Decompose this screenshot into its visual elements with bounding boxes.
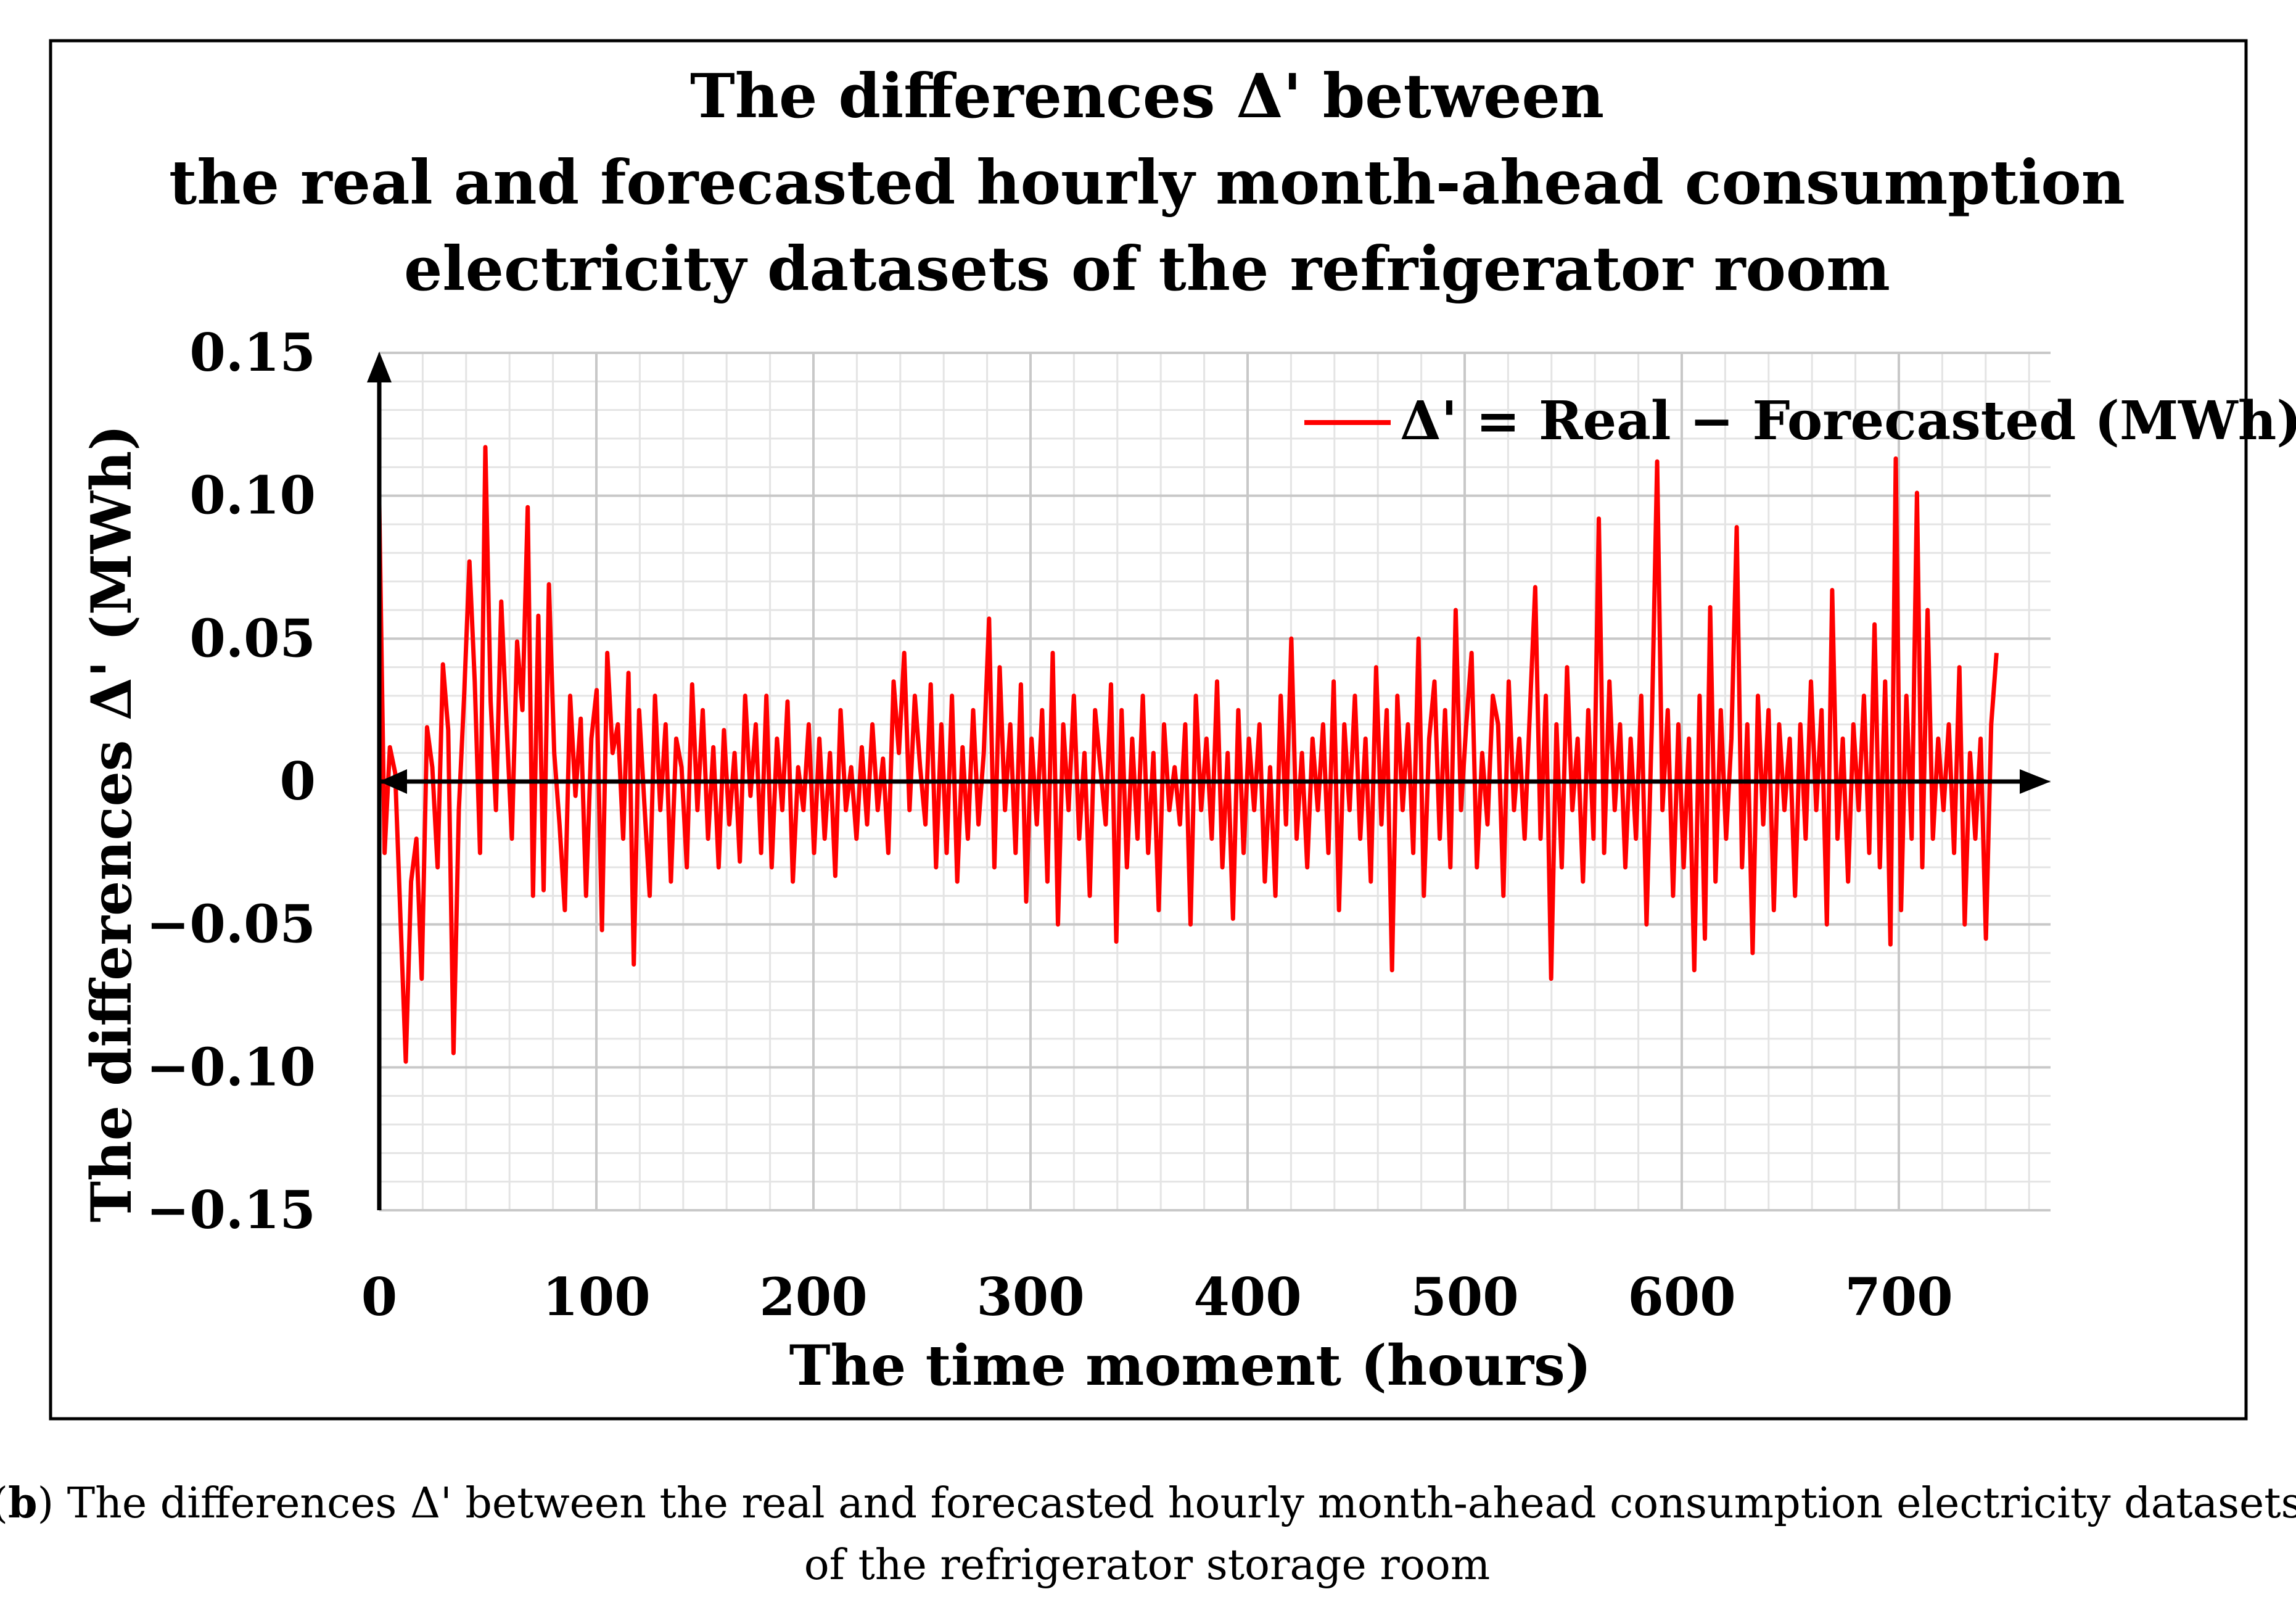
caption-text: The differences Δ' between the real and … — [54, 1479, 2296, 1528]
y-tick-label: −0.15 — [146, 1179, 316, 1240]
y-tick-label: −0.10 — [146, 1036, 316, 1097]
y-axis-label: The differences Δ' (MWh) — [79, 424, 144, 1222]
y-tick-labels: 0.15 0.10 0.05 0 −0.05 −0.10 −0.15 — [146, 322, 316, 1240]
series-layer — [377, 445, 1999, 1064]
x-tick-label: 300 — [976, 1266, 1084, 1327]
caption-panel-label: b — [8, 1479, 38, 1528]
figure-caption-line-2: of the refrigerator storage room — [804, 1541, 1491, 1590]
figure-caption-line-1: (b) The differences Δ' between the real … — [0, 1479, 2296, 1528]
legend-label: Δ' = Real − Forecasted (MWh) — [1400, 390, 2296, 452]
x-axis-label: The time moment (hours) — [789, 1333, 1592, 1398]
x-tick-label: 400 — [1193, 1266, 1301, 1327]
y-tick-label: 0.15 — [189, 322, 316, 383]
x-tick-label: 200 — [759, 1266, 867, 1327]
y-tick-label: 0.05 — [189, 608, 316, 669]
chart-title-line-2: the real and forecasted hourly month-ahe… — [169, 147, 2125, 218]
y-tick-label: 0.10 — [189, 465, 316, 526]
x-axis-left-arrow — [379, 769, 407, 794]
chart-title-line-3: electricity datasets of the refrigerator… — [404, 234, 1890, 305]
x-tick-label: 0 — [361, 1266, 397, 1327]
x-axis-arrow — [2020, 769, 2051, 794]
x-tick-label: 600 — [1627, 1266, 1735, 1327]
series-line-delta — [377, 445, 1999, 1064]
axes-layer — [367, 352, 2051, 1210]
x-tick-label: 100 — [542, 1266, 650, 1327]
chart-title-line-1: The differences Δ' between — [690, 61, 1604, 132]
x-tick-labels: 0 100 200 300 400 500 600 700 — [361, 1266, 1953, 1327]
legend: Δ' = Real − Forecasted (MWh) — [1304, 390, 2296, 452]
y-tick-label: 0 — [280, 751, 316, 812]
y-axis-arrow — [367, 352, 392, 382]
y-tick-label: −0.05 — [146, 894, 316, 955]
figure-frame — [49, 39, 2248, 1421]
x-tick-label: 500 — [1410, 1266, 1518, 1327]
x-tick-label: 700 — [1845, 1266, 1952, 1327]
